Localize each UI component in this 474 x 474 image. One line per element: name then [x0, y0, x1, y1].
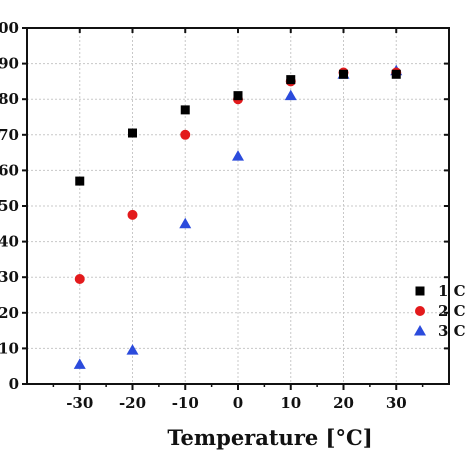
x-tick-label: 20 — [333, 394, 354, 412]
x-tick-label: -20 — [119, 394, 146, 412]
data-point-circle — [180, 129, 191, 140]
x-tick-label: 10 — [280, 394, 301, 412]
data-point-square — [128, 128, 137, 138]
data-point-triangle — [232, 150, 244, 161]
y-tick-label: 100 — [0, 19, 19, 37]
legend: 1 C 2 C 3 C — [414, 282, 466, 340]
y-tick-label: 30 — [0, 268, 19, 286]
y-tick-label: 0 — [9, 375, 19, 393]
data-point-triangle — [179, 217, 192, 229]
y-tick-label: 40 — [0, 233, 19, 251]
legend-marker-circle — [415, 306, 425, 316]
legend-label: 2 C — [438, 302, 466, 320]
data-point-square — [391, 69, 401, 79]
x-tick-label: 0 — [233, 394, 243, 412]
y-tick-label: 70 — [0, 126, 19, 144]
data-point-circle — [127, 209, 138, 220]
y-tick-label: 60 — [0, 161, 19, 179]
legend-marker-square — [415, 286, 425, 296]
data-point-square — [286, 75, 296, 85]
y-tick-label: 80 — [0, 90, 19, 108]
data-points — [73, 64, 403, 369]
legend-label: 3 C — [438, 322, 466, 340]
x-tick-label: 30 — [386, 394, 407, 412]
legend-label: 1 C — [438, 282, 466, 300]
data-point-square — [233, 91, 243, 101]
x-tick-label: -10 — [172, 394, 199, 412]
y-tick-label: 90 — [0, 55, 19, 73]
data-point-square — [75, 176, 85, 186]
data-point-triangle — [284, 89, 297, 101]
y-tick-label: 50 — [0, 197, 19, 215]
data-point-square — [339, 69, 348, 79]
data-point-triangle — [73, 358, 86, 369]
ticks: -30 -20 -10 0 10 20 30 0 10 20 30 40 50 60 70 80 90 100 — [0, 19, 449, 412]
x-tick-label: -30 — [66, 394, 93, 412]
y-tick-label: 10 — [0, 339, 19, 357]
data-point-circle — [74, 273, 85, 284]
data-point-triangle — [126, 344, 139, 355]
legend-marker-triangle — [414, 325, 426, 336]
y-tick-label: 20 — [0, 304, 19, 322]
grid — [27, 28, 449, 384]
x-axis-label: Temperature [°C] — [167, 425, 372, 450]
data-point-square — [180, 105, 190, 115]
